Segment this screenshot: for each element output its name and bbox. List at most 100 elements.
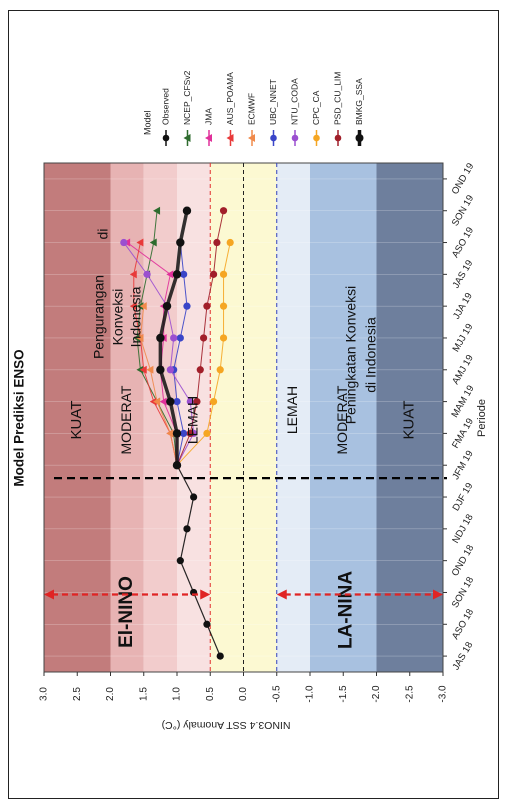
data-point	[183, 302, 191, 310]
data-point	[172, 270, 182, 279]
data-point	[153, 206, 161, 215]
data-point	[219, 302, 228, 310]
series-bmkg-ssa	[156, 206, 192, 470]
data-point	[186, 429, 194, 438]
label-lemah-top: LEMAH	[184, 396, 200, 444]
data-point	[219, 334, 228, 342]
x-tick-label: ASO 19	[450, 225, 476, 259]
y-tick-label: 0.0	[238, 687, 249, 701]
label-moderat-top: MODERAT	[118, 385, 134, 454]
data-point	[213, 238, 221, 247]
data-point	[209, 270, 218, 278]
legend-label: Observed	[160, 88, 170, 125]
legend-key-marker	[291, 134, 299, 142]
y-axis-title: NINO3.4 SST Anomaly (°C)	[162, 719, 291, 731]
data-point	[219, 270, 228, 278]
label-peningkatan-1: Peningkatan Konveksi	[343, 286, 359, 425]
label-peningkatan-2: di Indonesia	[363, 317, 379, 393]
data-point	[216, 366, 224, 374]
data-point	[203, 620, 211, 628]
x-tick-label: JFM 19	[450, 449, 475, 482]
data-point	[139, 302, 147, 311]
y-tick-label: 2.5	[72, 687, 83, 701]
data-point	[226, 238, 234, 247]
data-point	[219, 207, 228, 215]
band-0	[44, 163, 111, 672]
y-tick-label: -2.5	[404, 685, 415, 703]
data-point	[172, 461, 182, 470]
legend-key-marker	[226, 134, 234, 142]
legend-title: Model	[142, 110, 152, 135]
label-la-nina: LA-NINA	[336, 571, 357, 649]
x-tick-label: OND 19	[450, 161, 477, 196]
x-axis-title: Periode	[476, 399, 488, 437]
legend: Model Observed NCEP_CFSv2 JMA AUS_POAMA ECMWF…	[142, 70, 364, 146]
data-point	[129, 270, 137, 279]
data-point	[176, 334, 184, 342]
x-tick-label: MAM 19	[449, 384, 476, 420]
series-line	[173, 242, 188, 466]
data-point	[136, 333, 144, 342]
y-tick-label: -3.0	[438, 685, 449, 703]
arrow-el-nino	[44, 589, 211, 600]
data-point	[159, 397, 167, 406]
label-pengurangan-1: Pengurangan	[91, 275, 107, 359]
data-point	[180, 270, 188, 278]
x-tick-label: MJJ 19	[451, 322, 476, 354]
data-point	[139, 365, 147, 374]
y-tick-label: 1.5	[138, 687, 149, 701]
y-tick-label: -1.5	[338, 685, 349, 703]
arrow-head-right	[433, 589, 443, 600]
data-point	[182, 206, 192, 215]
label-pengurangan-3: di	[95, 229, 111, 240]
legend-label: AUS_POAMA	[225, 72, 235, 125]
data-point	[120, 238, 128, 247]
series-line	[139, 306, 178, 466]
label-pengurangan-2: Konveksi	[110, 289, 126, 346]
data-point	[190, 493, 198, 501]
arrow-head-left	[44, 589, 54, 600]
legend-key-marker	[183, 134, 191, 142]
arrow-head-right	[200, 589, 211, 600]
legend-label: UBC_NNET	[268, 79, 278, 125]
data-point	[149, 238, 157, 247]
series-line	[133, 242, 178, 466]
y-tick-label: 3.0	[39, 687, 50, 701]
legend-label: NTU_CODA	[289, 78, 299, 125]
band-6	[310, 163, 377, 672]
data-point	[186, 397, 194, 406]
y-tick-label: -0.5	[271, 685, 282, 703]
label-lemah-bottom: LEMAH	[284, 386, 300, 434]
chart-title: Model Prediksi ENSO	[12, 349, 27, 486]
legend-key-marker	[162, 134, 170, 142]
label-pengurangan-4: Indonesia	[128, 286, 144, 347]
x-tick-label: OND 18	[450, 543, 477, 578]
data-point	[200, 334, 208, 342]
x-tick-label: SON 19	[450, 193, 476, 228]
data-point	[166, 366, 174, 374]
data-point	[176, 557, 184, 565]
legend-key-marker	[355, 134, 364, 142]
data-point	[162, 301, 172, 311]
legend-label: CPC_CA	[311, 90, 321, 125]
data-point	[203, 429, 211, 438]
x-tick-label: JJA 19	[451, 291, 475, 321]
series-line	[176, 242, 231, 466]
data-point	[193, 397, 201, 406]
legend-label: NCEP_CFSv2	[182, 70, 192, 125]
data-point	[203, 302, 211, 310]
data-point	[156, 365, 165, 374]
x-tick-label: JAS 18	[451, 640, 476, 672]
data-point	[176, 238, 185, 247]
legend-key-marker	[248, 134, 255, 142]
legend-label: BMKG_SSA	[354, 78, 364, 125]
label-el-nino: El-NINO	[116, 576, 137, 648]
label-kuat-bottom: KUAT	[401, 401, 418, 440]
legend-key-marker	[205, 134, 212, 142]
x-tick-label: DJF 19	[451, 481, 476, 513]
data-point	[172, 429, 182, 438]
x-tick-label: NDJ 18	[450, 512, 475, 545]
label-kuat-top: KUAT	[68, 401, 85, 440]
band-2	[143, 163, 177, 672]
x-tick-label: FMA 19	[450, 416, 476, 450]
